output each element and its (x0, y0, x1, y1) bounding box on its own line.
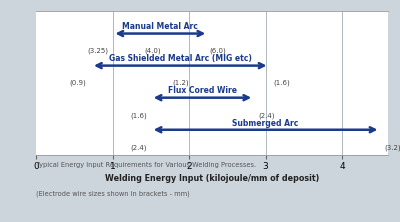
Text: (6.0): (6.0) (210, 48, 226, 54)
Text: Manual Metal Arc: Manual Metal Arc (122, 22, 198, 31)
Text: Flux Cored Wire: Flux Cored Wire (168, 86, 237, 95)
Text: Typical Energy Input Requirements for Various Welding Processes.: Typical Energy Input Requirements for Va… (36, 162, 256, 168)
Text: (1.6): (1.6) (130, 112, 147, 119)
Text: (Electrode wire sizes shown in brackets - mm): (Electrode wire sizes shown in brackets … (36, 191, 190, 197)
Text: Submerged Arc: Submerged Arc (232, 119, 299, 127)
Text: (3.25): (3.25) (88, 48, 109, 54)
X-axis label: Welding Energy Input (kilojoule/mm of deposit): Welding Energy Input (kilojoule/mm of de… (105, 174, 319, 183)
Text: (2.4): (2.4) (258, 112, 274, 119)
Text: (4.0): (4.0) (145, 48, 161, 54)
Text: (3.2): (3.2) (384, 144, 400, 151)
Text: (2.4): (2.4) (130, 144, 147, 151)
Text: (0.9): (0.9) (69, 80, 86, 87)
Text: (1.2): (1.2) (172, 80, 188, 87)
Text: Gas Shielded Metal Arc (MIG etc): Gas Shielded Metal Arc (MIG etc) (109, 54, 252, 63)
Text: (1.6): (1.6) (273, 80, 290, 87)
